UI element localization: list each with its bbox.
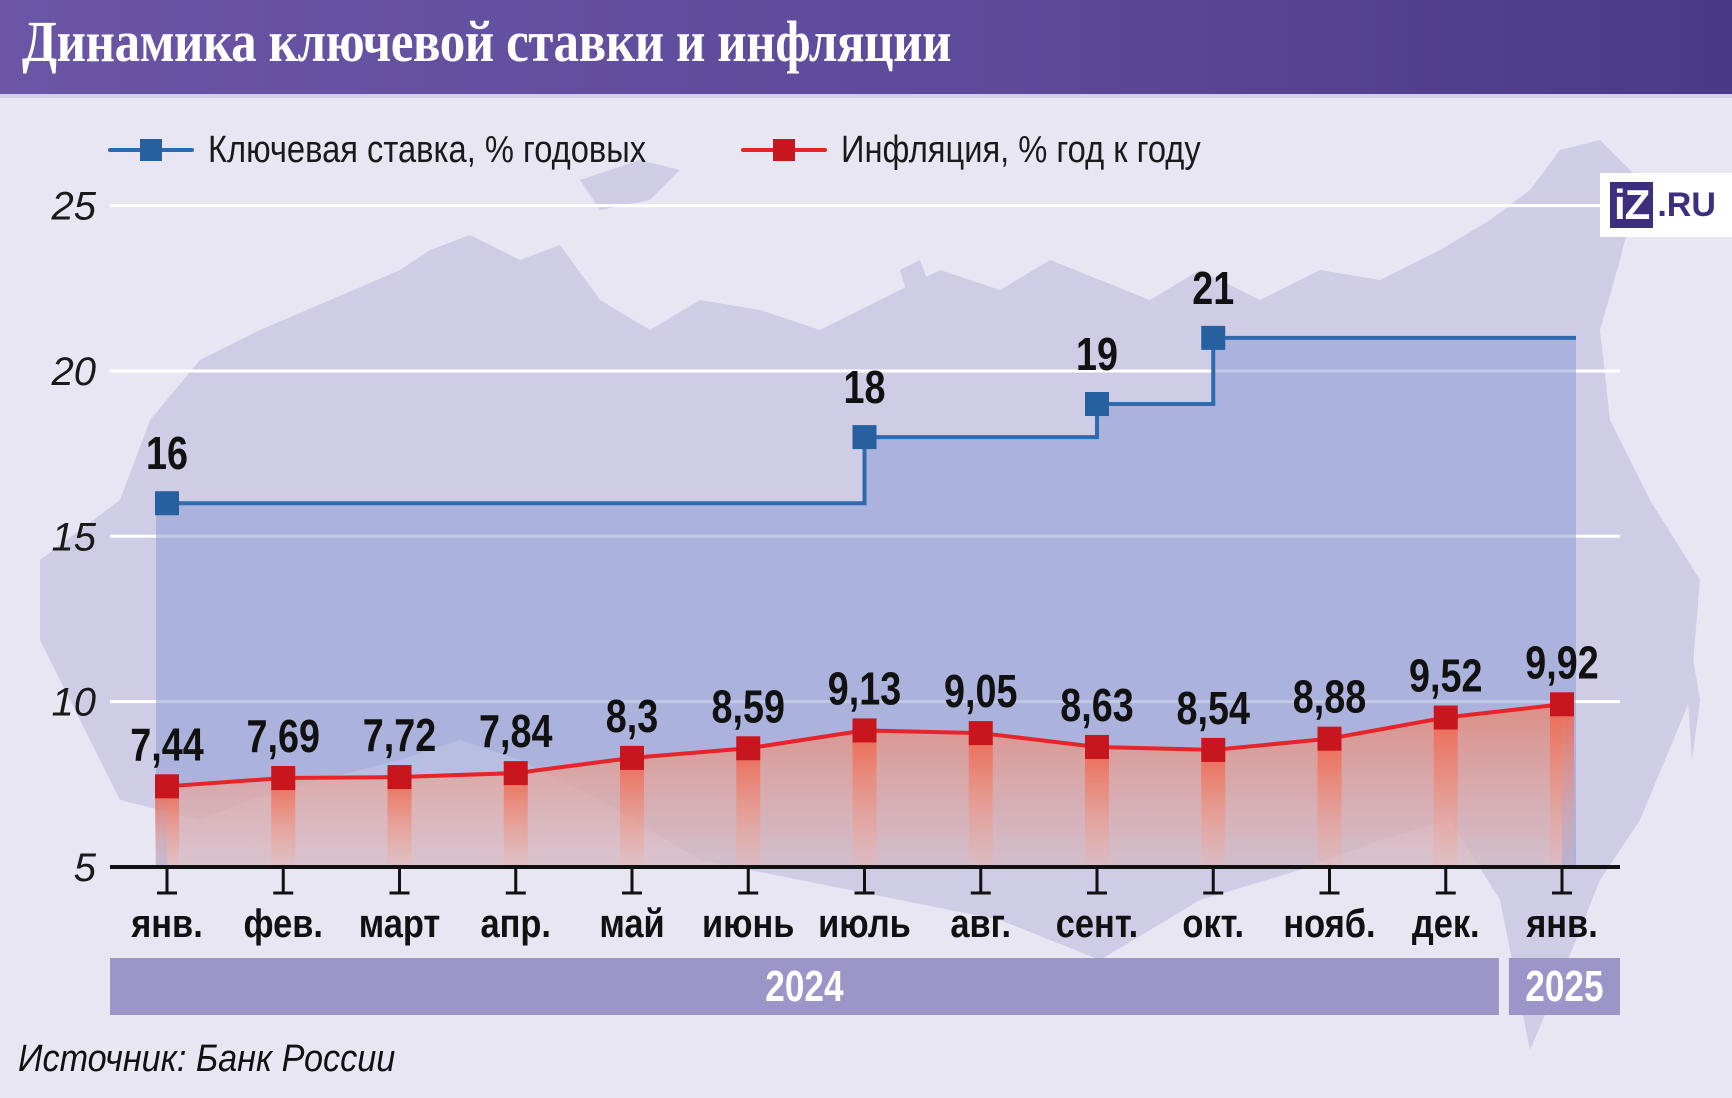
x-tick-label: окт. <box>1182 901 1244 946</box>
inflation-value-label: 8,63 <box>1060 679 1133 730</box>
inflation-bar <box>155 786 179 867</box>
legend: Ключевая ставка, % годовых Инфляция, % г… <box>108 128 1284 172</box>
inflation-area <box>155 704 1574 867</box>
x-tick-label: дек. <box>1412 901 1480 946</box>
inflation-value-label: 7,44 <box>130 719 204 770</box>
inflation-value-label: 8,59 <box>712 681 785 732</box>
legend-blue-square-line-icon <box>108 135 194 165</box>
key-rate-marker <box>1201 325 1226 350</box>
key-rate-marker <box>852 425 877 450</box>
year-band-segment <box>1508 958 1620 1015</box>
inflation-bar <box>387 777 412 867</box>
year-band-segment <box>110 958 1499 1015</box>
page-title: Динамика ключевой ставки и инфляции <box>22 9 952 74</box>
logo-ru: .RU <box>1657 185 1716 224</box>
key-rate-marker <box>155 491 179 516</box>
y-tick-label: 5 <box>74 846 97 890</box>
iz-ru-logo: iZ .RU <box>1600 173 1732 237</box>
inflation-marker <box>968 721 993 746</box>
header-divider <box>0 94 1732 98</box>
inflation-value-label: 9,52 <box>1409 650 1482 701</box>
inflation-bar <box>1085 746 1109 867</box>
key-rate-marker <box>1085 392 1109 417</box>
inflation-value-label: 7,69 <box>247 710 320 761</box>
y-tick-label: 15 <box>52 515 97 559</box>
inflation-marker <box>1433 705 1458 730</box>
key-rate-line <box>155 325 1576 516</box>
inflation-bar <box>852 730 877 867</box>
x-tick-label: фев. <box>244 901 323 946</box>
year-band: 2024 2025 <box>110 958 1620 1015</box>
inflation-bar <box>968 733 993 867</box>
source-note: Источник: Банк России <box>18 1038 396 1080</box>
inflation-marker <box>1085 734 1109 759</box>
key-rate-fill <box>156 337 1576 867</box>
inflation-marker <box>387 765 412 790</box>
x-tick-label: янв. <box>1525 901 1597 946</box>
inflation-value-label: 9,92 <box>1525 637 1598 688</box>
y-tick-label: 25 <box>51 185 97 229</box>
y-tick-label: 10 <box>52 681 97 725</box>
inflation-marker <box>1550 692 1574 717</box>
key-rate-value-label: 16 <box>146 428 188 479</box>
inflation-marker <box>271 766 296 791</box>
inflation-bar <box>1550 704 1574 867</box>
inflation-bar <box>1317 738 1342 867</box>
inflation-bar <box>271 778 296 867</box>
inflation-bar <box>1201 749 1226 867</box>
inflation-marker <box>736 736 761 761</box>
legend-label-inflation: Инфляция, % год к году <box>841 128 1202 171</box>
key-rate-value-label: 19 <box>1076 328 1118 379</box>
legend-item-inflation: Инфляция, % год к году <box>741 129 1259 172</box>
y-axis-ticks: 5 10 15 20 25 <box>51 185 97 890</box>
key-rate-area <box>156 337 1576 867</box>
y-tick-label: 20 <box>51 350 97 394</box>
inflation-value-label: 7,72 <box>363 709 436 760</box>
inflation-marker <box>852 718 877 743</box>
inflation-marker <box>620 745 644 770</box>
logo-iz: iZ <box>1610 182 1654 228</box>
inflation-value-label: 8,54 <box>1177 682 1251 733</box>
inflation-value-label: 7,84 <box>479 706 553 757</box>
x-tick-label: авг. <box>950 901 1011 946</box>
legend-label-key-rate: Ключевая ставка, % годовых <box>208 128 647 171</box>
key-rate-value-label: 21 <box>1192 262 1234 313</box>
inflation-marker <box>1201 737 1226 762</box>
x-axis: янв. фев. март апр. май июнь июль авг. сент. окт.… <box>110 865 1620 946</box>
x-tick-label: апр. <box>481 901 551 946</box>
x-tick-label: янв. <box>130 901 202 946</box>
inflation-bar <box>620 757 644 867</box>
inflation-bar <box>503 773 528 867</box>
x-tick-label: май <box>599 901 664 946</box>
x-tick-label: март <box>359 901 441 946</box>
x-tick-label: нояб. <box>1283 901 1375 946</box>
inflation-value-label: 9,05 <box>944 666 1017 717</box>
x-tick-label: июль <box>818 901 911 946</box>
legend-red-square-line-icon <box>741 135 828 165</box>
inflation-marker <box>155 774 179 799</box>
inflation-value-label: 9,13 <box>828 663 901 714</box>
inflation-bar <box>1433 717 1458 867</box>
legend-item-key-rate: Ключевая ставка, % годовых <box>108 129 717 172</box>
inflation-marker <box>1317 726 1342 751</box>
inflation-line <box>155 692 1574 799</box>
year-label: 2024 <box>765 962 843 1011</box>
x-tick-label: июнь <box>702 901 794 946</box>
x-tick-label: сент. <box>1056 901 1138 946</box>
header-bar: Динамика ключевой ставки и инфляции <box>0 0 1732 94</box>
data-labels: 7,44 7,69 7,72 7,84 8,3 8,59 9,13 9,05 8,63 8,54 8… <box>130 262 1598 770</box>
inflation-value-label: 8,3 <box>606 690 658 741</box>
inflation-bar <box>736 748 761 867</box>
year-label: 2025 <box>1525 962 1603 1011</box>
inflation-value-label: 8,88 <box>1293 671 1366 722</box>
key-rate-value-label: 18 <box>844 362 886 413</box>
inflation-marker <box>503 761 528 786</box>
